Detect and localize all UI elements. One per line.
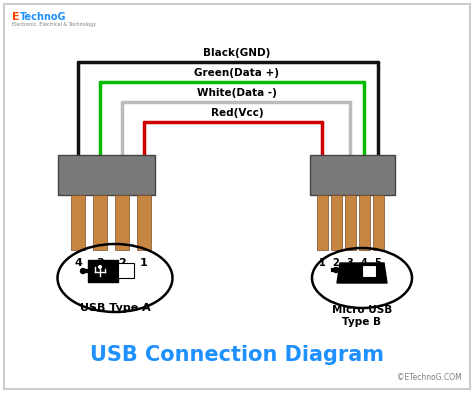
FancyBboxPatch shape (331, 195, 342, 250)
Text: Black(GND): Black(GND) (203, 48, 271, 58)
Text: ©ETechnoG.COM: ©ETechnoG.COM (397, 373, 462, 382)
Text: Electronic, Electrical & Technology: Electronic, Electrical & Technology (12, 22, 96, 27)
Circle shape (81, 268, 85, 274)
Text: 3: 3 (346, 258, 354, 268)
Circle shape (334, 268, 338, 272)
FancyBboxPatch shape (118, 263, 134, 278)
Text: 3: 3 (96, 258, 104, 268)
FancyBboxPatch shape (317, 195, 328, 250)
Text: 5: 5 (374, 258, 382, 268)
Text: 1: 1 (319, 258, 325, 268)
Polygon shape (337, 263, 387, 283)
FancyBboxPatch shape (93, 195, 107, 250)
FancyBboxPatch shape (345, 195, 356, 250)
FancyBboxPatch shape (71, 195, 85, 250)
Text: Green(Data +): Green(Data +) (194, 68, 280, 78)
Text: 2: 2 (333, 258, 339, 268)
Text: 4: 4 (361, 258, 367, 268)
Text: 2: 2 (118, 258, 126, 268)
FancyBboxPatch shape (4, 4, 470, 389)
Text: Red(Vcc): Red(Vcc) (210, 108, 264, 118)
Text: 4: 4 (74, 258, 82, 268)
FancyBboxPatch shape (58, 155, 155, 195)
FancyBboxPatch shape (362, 265, 376, 277)
Text: TechnoG: TechnoG (20, 12, 66, 22)
Polygon shape (88, 260, 118, 282)
FancyBboxPatch shape (115, 195, 129, 250)
Text: USB Connection Diagram: USB Connection Diagram (90, 345, 384, 365)
Text: E: E (12, 12, 19, 22)
Text: Micro USB
Type B: Micro USB Type B (332, 305, 392, 327)
FancyBboxPatch shape (359, 195, 370, 250)
FancyBboxPatch shape (373, 195, 384, 250)
Text: White(Data -): White(Data -) (197, 88, 277, 98)
FancyBboxPatch shape (137, 195, 151, 250)
Text: 1: 1 (140, 258, 148, 268)
Circle shape (98, 265, 102, 269)
Text: USB Type A: USB Type A (80, 303, 150, 313)
FancyBboxPatch shape (310, 155, 395, 195)
